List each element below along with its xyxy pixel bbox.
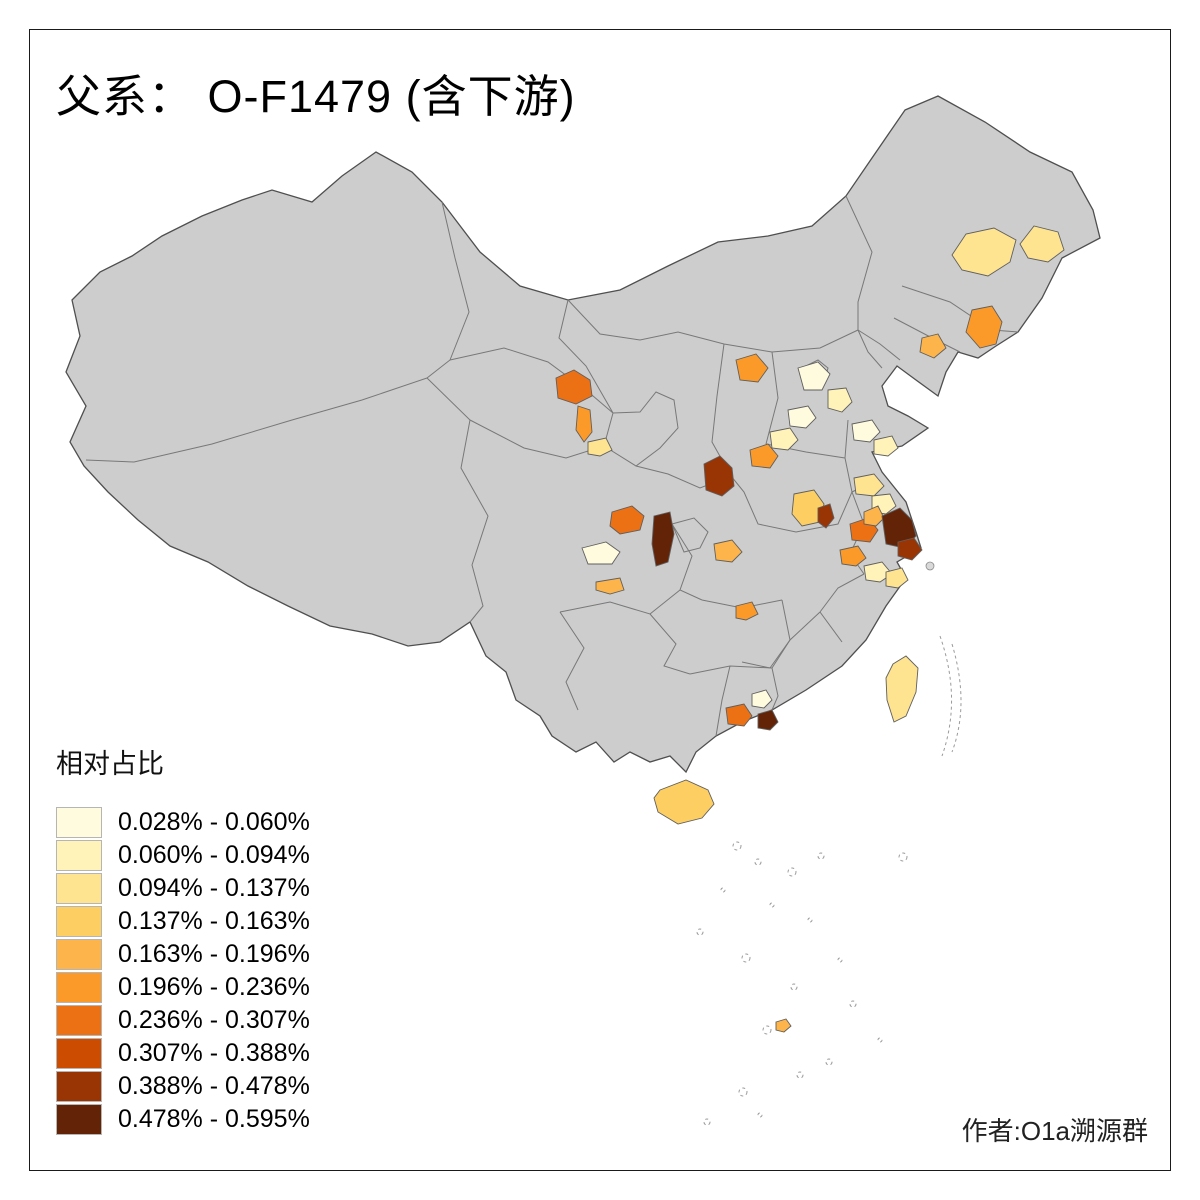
legend-swatch <box>56 1104 102 1135</box>
legend-row: 0.137% - 0.163% <box>56 906 310 937</box>
region-jiangsu-north-a <box>853 473 885 497</box>
region-hunan <box>735 601 759 621</box>
legend-row: 0.163% - 0.196% <box>56 939 310 970</box>
legend-swatch <box>56 906 102 937</box>
legend-title: 相对占比 <box>56 749 164 779</box>
region-hubei <box>713 539 743 563</box>
legend-label: 0.236% - 0.307% <box>118 1006 310 1034</box>
legend-row: 0.236% - 0.307% <box>56 1005 310 1036</box>
region-sichuan-dark <box>651 511 675 567</box>
legend-swatch <box>56 1038 102 1069</box>
region-gansu-c <box>587 437 613 457</box>
region-taiwan <box>885 655 919 723</box>
region-anhui-b <box>839 545 867 567</box>
region-shandong-a <box>851 419 881 443</box>
legend-label: 0.196% - 0.236% <box>118 973 310 1001</box>
region-scs-island <box>775 1018 792 1033</box>
region-tianjin <box>827 387 853 413</box>
region-gansu-a <box>555 369 593 405</box>
region-liaoning <box>919 333 947 359</box>
page-title: 父系： O-F1479 (含下游) <box>56 71 576 122</box>
legend-swatch <box>56 972 102 1003</box>
sea-islets <box>696 561 962 1126</box>
colored-regions <box>555 225 1065 1033</box>
legend-row: 0.478% - 0.595% <box>56 1104 310 1135</box>
legend-row: 0.388% - 0.478% <box>56 1071 310 1102</box>
region-shaanxi-north <box>703 455 735 497</box>
region-jilin <box>965 305 1003 349</box>
legend-swatch <box>56 807 102 838</box>
legend-swatch <box>56 873 102 904</box>
legend-row: 0.028% - 0.060% <box>56 807 310 838</box>
region-guangdong-a <box>725 703 753 727</box>
legend-label: 0.388% - 0.478% <box>118 1072 310 1100</box>
region-heilongjiang-a <box>951 227 1017 277</box>
region-beijing <box>797 361 831 391</box>
region-guangdong-dark <box>757 709 779 731</box>
legend-label: 0.137% - 0.163% <box>118 907 310 935</box>
legend-label: 0.060% - 0.094% <box>118 841 310 869</box>
legend-row: 0.307% - 0.388% <box>56 1038 310 1069</box>
legend-swatch <box>56 939 102 970</box>
legend-row: 0.094% - 0.137% <box>56 873 310 904</box>
region-heilongjiang-b <box>1019 225 1065 263</box>
region-hebei-mid <box>787 405 817 429</box>
legend-row: 0.060% - 0.094% <box>56 840 310 871</box>
legend-swatch <box>56 1071 102 1102</box>
region-sichuan-a <box>609 505 645 535</box>
region-sichuan-pale <box>581 541 621 565</box>
legend-swatch <box>56 840 102 871</box>
region-shanghai <box>897 537 923 561</box>
legend-swatch <box>56 1005 102 1036</box>
region-guangdong-pale <box>751 689 773 709</box>
legend: 相对占比 0.028% - 0.060% 0.060% - 0.094% 0.0… <box>56 742 310 1137</box>
region-jiangsu-mid <box>863 505 885 527</box>
legend-label: 0.478% - 0.595% <box>118 1105 310 1133</box>
region-hebei-north <box>735 353 769 383</box>
region-shandong-b <box>873 435 899 457</box>
region-sichuan-small <box>595 577 625 595</box>
legend-label: 0.028% - 0.060% <box>118 808 310 836</box>
author-credit: 作者:O1a溯源群 <box>961 1116 1148 1146</box>
region-henan-dark <box>817 503 835 529</box>
region-gansu-b <box>575 405 593 443</box>
region-shanxi-south <box>749 443 779 469</box>
legend-label: 0.307% - 0.388% <box>118 1039 310 1067</box>
region-zhejiang-b <box>885 567 909 589</box>
legend-row: 0.196% - 0.236% <box>56 972 310 1003</box>
legend-label: 0.163% - 0.196% <box>118 940 310 968</box>
region-hebei-south <box>769 427 799 451</box>
legend-label: 0.094% - 0.137% <box>118 874 310 902</box>
region-jiangsu-dark <box>881 507 917 549</box>
region-hainan <box>653 779 715 825</box>
